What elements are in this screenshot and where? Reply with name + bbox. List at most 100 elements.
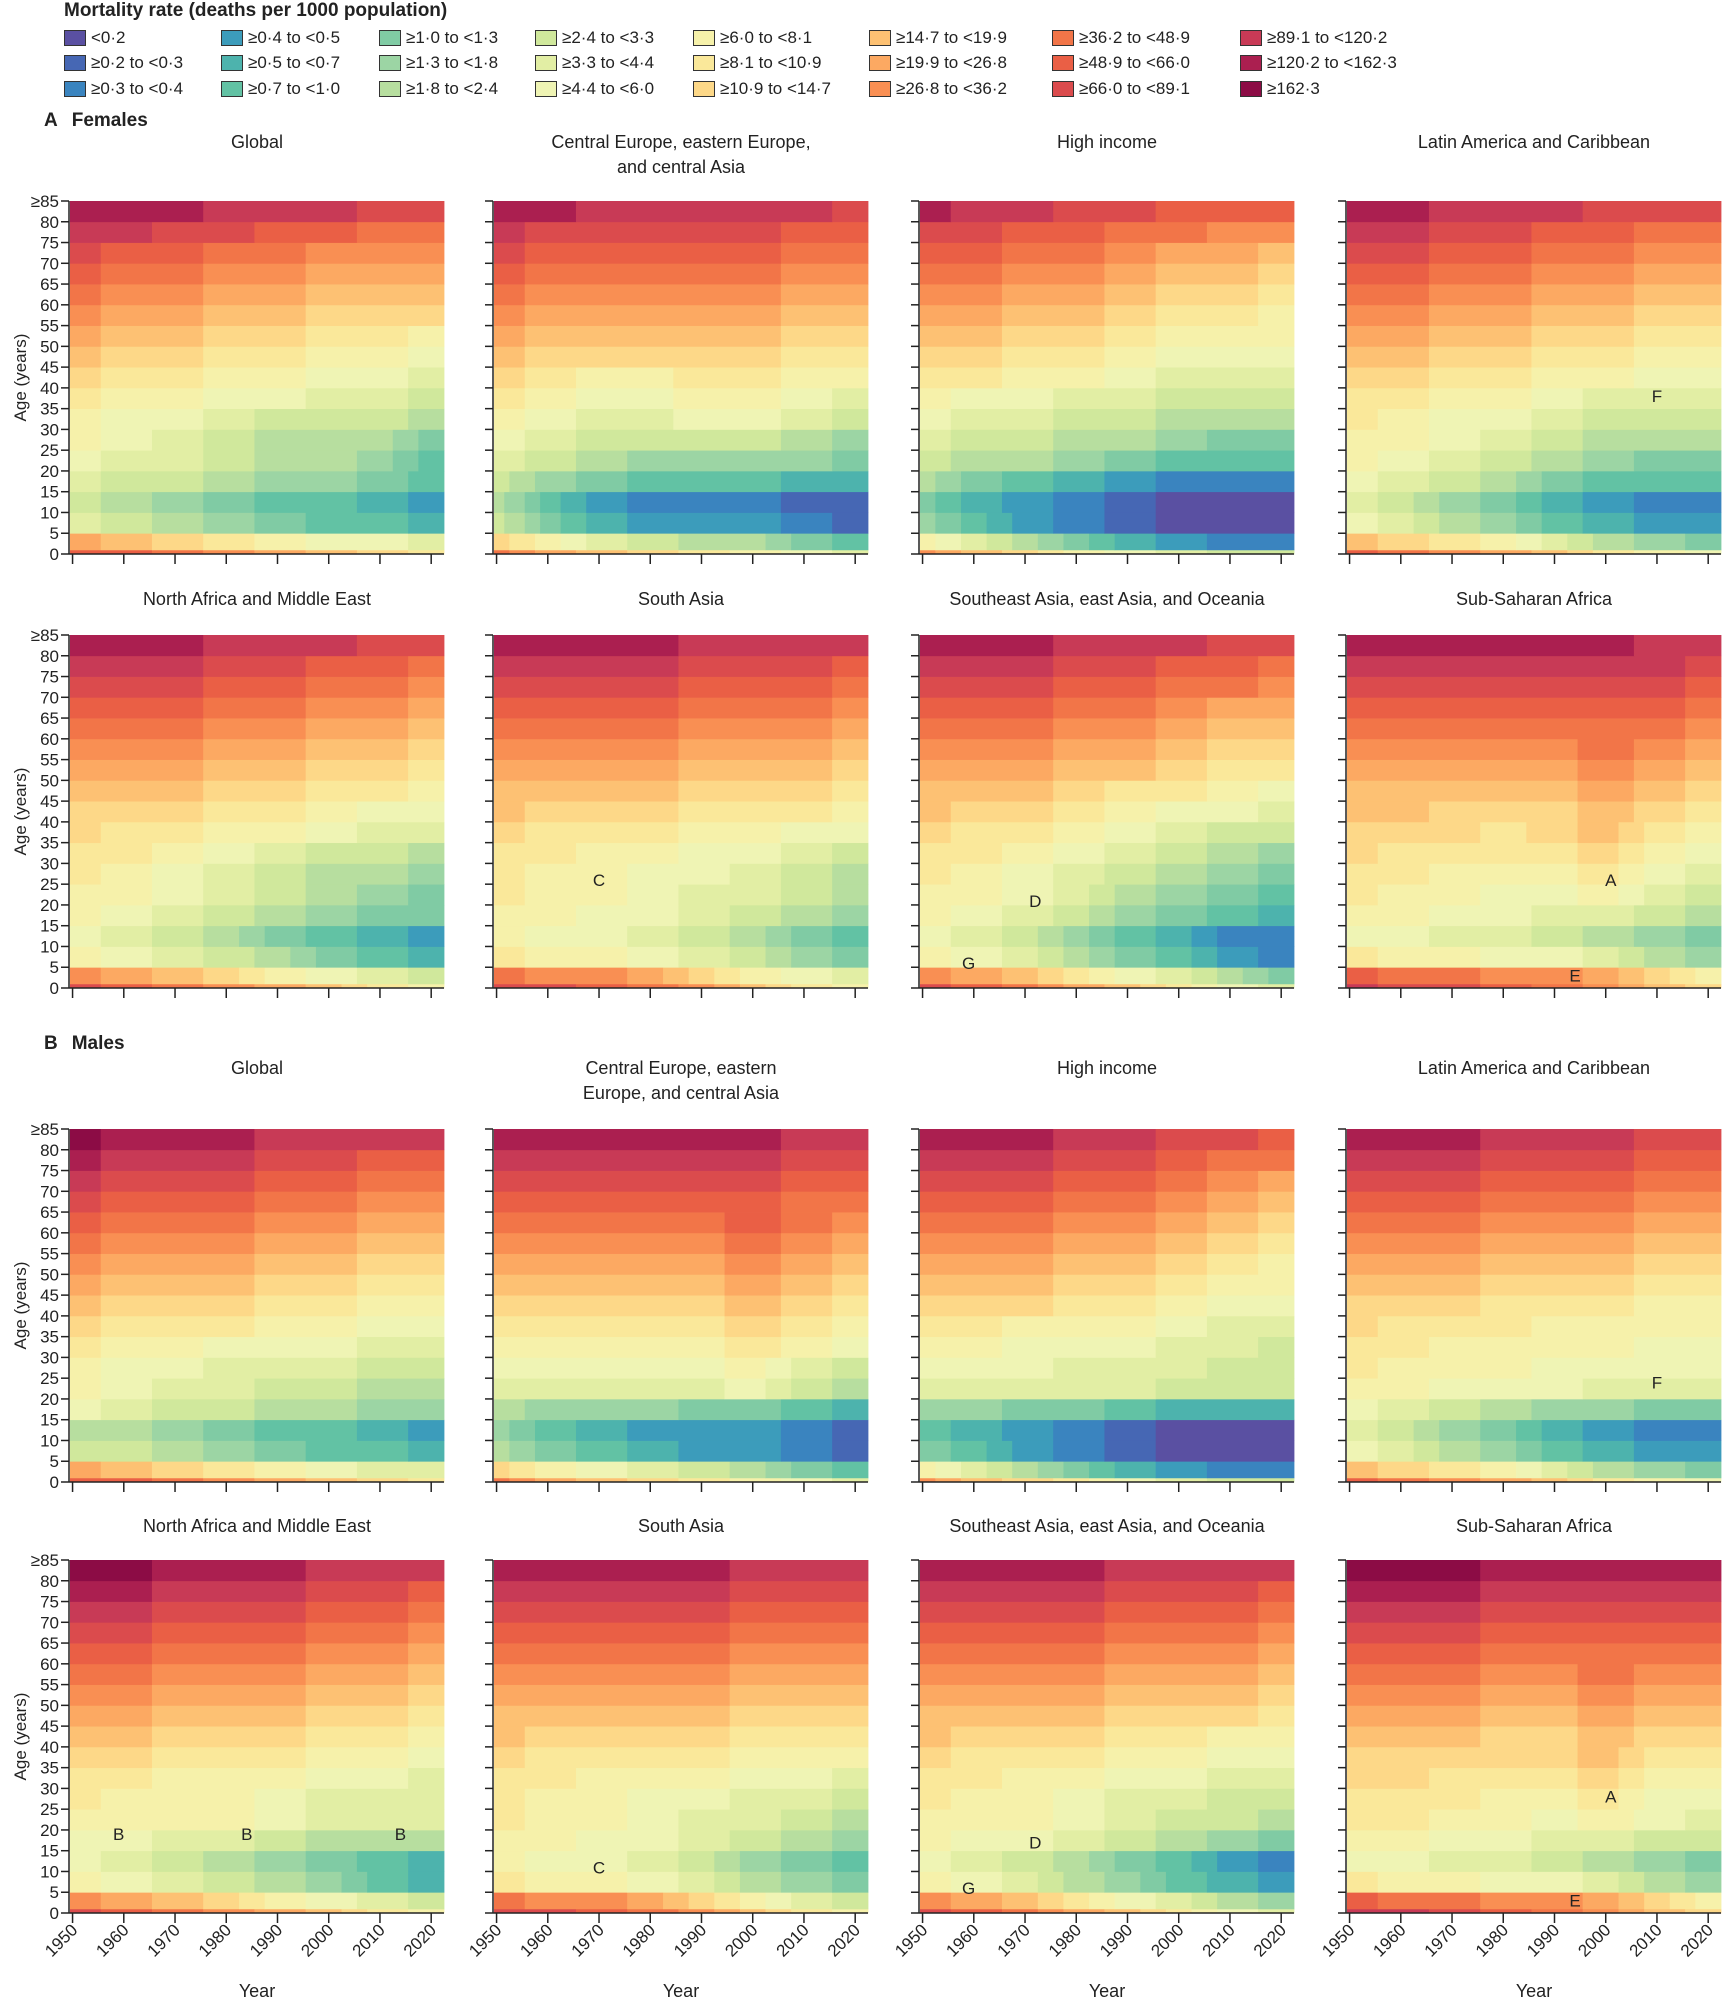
heatmap-cell [724,1336,782,1358]
heatmap-cell [678,738,833,760]
heatmap-cell [494,1315,725,1338]
heatmap-cell [1480,967,1584,985]
heatmap-cell [1633,346,1722,368]
heatmap-cell [1633,1663,1722,1685]
heatmap-cell [832,738,869,760]
heatmap-cell [1526,821,1578,844]
heatmap-cell [1633,263,1722,285]
heatmap-cell [70,676,204,698]
heatmap-cell [1012,1461,1039,1479]
heatmap-cell [1413,512,1440,534]
heatmap-cell [408,1726,445,1748]
heatmap-cell [1377,549,1430,555]
heatmap-cell [1347,549,1379,555]
heatmap-cell [408,1908,445,1914]
heatmap-cell [729,1601,869,1623]
heatmap-cell [950,1746,1105,1769]
heatmap-cell [494,655,679,677]
heatmap-cell [151,904,204,927]
heatmap-cell [494,1170,782,1192]
heatmap-cell [1347,1892,1379,1910]
heatmap-cell [765,1378,792,1400]
heatmap-cell [1053,1295,1157,1317]
heatmap-cell [1577,738,1635,760]
heatmap-cell [1155,1212,1208,1234]
heatmap-cell [1480,1892,1584,1910]
heatmap-cell [627,1461,679,1479]
x-tick-label: 1970 [994,1920,1034,1960]
heatmap-cell [70,1212,102,1234]
y-tick-label: ≥85 [31,626,59,645]
heatmap-cell [780,429,833,451]
heatmap-cell [1206,1477,1295,1483]
heatmap-cell [1089,533,1116,551]
heatmap-cell [1633,1212,1722,1234]
heatmap-cell [1618,946,1645,968]
heatmap-cell [100,1232,255,1254]
heatmap-cell [1428,863,1578,885]
heatmap-cell [70,1295,102,1317]
heatmap-cell [1582,201,1722,223]
heatmap-cell [408,1419,445,1441]
heatmap-cell [151,1829,255,1852]
panel-title-line: Central Europe, eastern [585,1058,777,1078]
heatmap-cell [494,1684,731,1706]
heatmap-cell [739,1850,782,1872]
heatmap-cell [920,1622,1105,1644]
legend-label: ≥1·8 to <2·4 [406,78,499,98]
heatmap-cell [780,284,869,306]
heatmap-cell [509,1477,536,1483]
heatmap-cell [1480,821,1527,844]
heatmap-cell [832,1477,869,1483]
heatmap-cell [1480,512,1517,534]
heatmap-cell [920,1601,1105,1623]
heatmap-cell [151,1622,307,1644]
heatmap-cell [524,325,782,347]
heatmap-cell [203,429,255,451]
heatmap-cell [494,884,526,906]
heatmap-cell [739,983,766,989]
heatmap-cell [627,512,782,534]
heatmap-cell [305,967,358,985]
heatmap-cell [1053,1149,1157,1171]
heatmap-panel [911,200,1295,564]
legend-swatch [693,29,715,46]
heatmap-cell [1001,1477,1054,1483]
heatmap-cell [1140,983,1167,989]
heatmap-cell [627,863,731,885]
heatmap-cell [678,1871,715,1893]
heatmap-cell [920,738,1054,760]
heatmap-cell [1347,1129,1481,1151]
heatmap-cell [1695,967,1722,985]
heatmap-cell [1413,491,1440,513]
heatmap-cell [1347,387,1430,410]
y-tick-label: 15 [40,917,59,936]
heatmap-cell [1347,533,1379,551]
heatmap-cell [960,533,988,551]
legend-swatch [379,80,401,97]
heatmap-cell [305,533,409,551]
heatmap-cell [950,1908,1003,1914]
heatmap-cell [832,1398,869,1421]
heatmap-cell [305,1850,358,1872]
heatmap-cell [1258,1809,1295,1831]
heatmap-cell [920,1908,952,1914]
y-tick-label: 20 [40,896,59,915]
heatmap-cell [1165,983,1192,989]
legend-label: ≥0·5 to <0·7 [248,53,341,73]
heatmap-cell [780,346,869,368]
heatmap-cell [1531,429,1584,451]
heatmap-cell [1618,821,1645,844]
heatmap-cell [305,842,409,864]
heatmap-cell [1644,1871,1686,1893]
heatmap-cell [1577,1663,1635,1685]
heatmap-cell [1104,1788,1208,1810]
legend-label: ≥2·4 to <3·3 [562,27,655,47]
heatmap-cell [70,946,102,968]
heatmap-cell [70,367,102,389]
heatmap-cell [254,884,307,906]
heatmap-cell [70,1274,102,1296]
heatmap-cell [729,946,766,968]
heatmap-cell [678,842,782,864]
legend-label: ≥1·0 to <1·3 [406,27,499,47]
